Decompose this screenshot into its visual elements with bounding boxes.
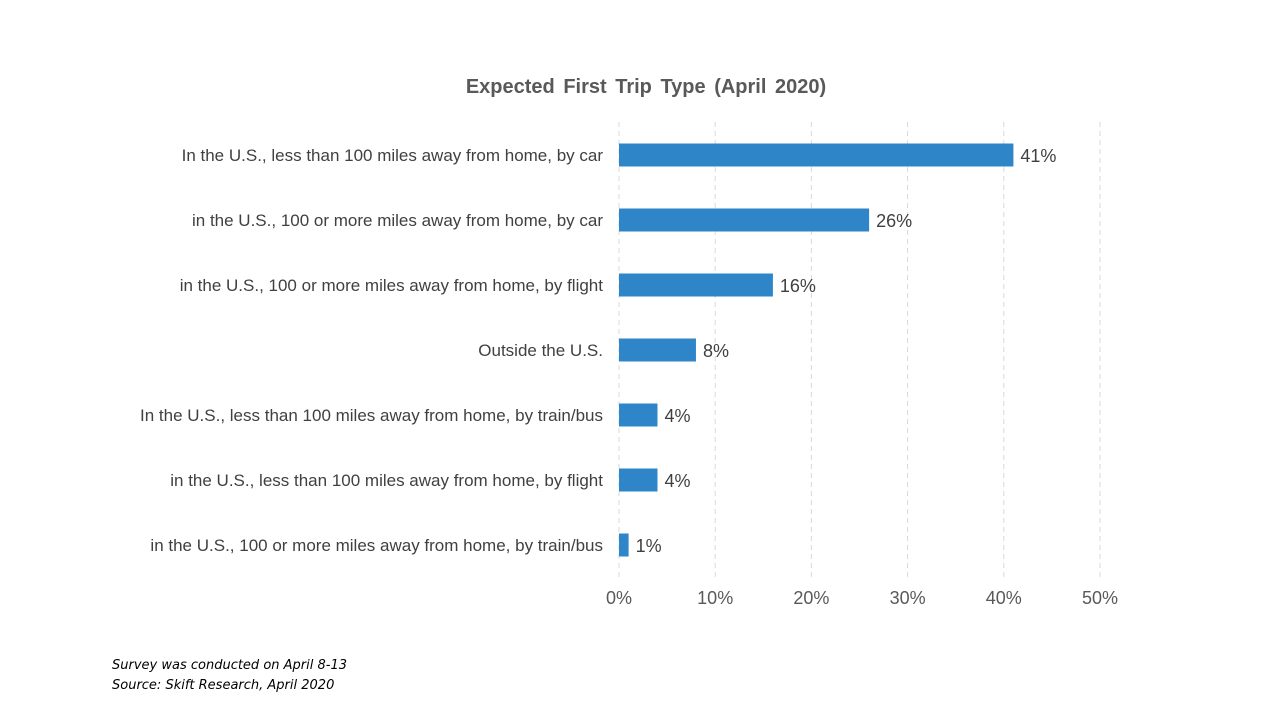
bar [619, 403, 658, 427]
category-labels: In the U.S., less than 100 miles away fr… [140, 146, 603, 555]
source-note: Source: Skift Research, April 2020 [112, 678, 335, 693]
x-axis-tick-labels: 0% 10% 20% 30% 40% 50% [606, 588, 1118, 608]
data-label: 41% [1020, 146, 1056, 166]
category-label: in the U.S., 100 or more miles away from… [150, 536, 603, 555]
x-tick-label: 20% [793, 588, 829, 608]
data-label: 4% [664, 471, 690, 491]
category-label: In the U.S., less than 100 miles away fr… [140, 406, 603, 425]
category-label: in the U.S., 100 or more miles away from… [180, 276, 604, 295]
x-tick-label: 50% [1082, 588, 1118, 608]
x-tick-label: 0% [606, 588, 632, 608]
data-labels: 41% 26% 16% 8% 4% 4% 1% [636, 146, 1057, 556]
data-label: 4% [664, 406, 690, 426]
data-label: 8% [703, 341, 729, 361]
bar [619, 468, 658, 492]
bar [619, 208, 870, 232]
bar [619, 143, 1014, 167]
bar [619, 338, 696, 362]
x-tick-label: 10% [697, 588, 733, 608]
x-tick-label: 40% [986, 588, 1022, 608]
data-label: 16% [780, 276, 816, 296]
category-label: In the U.S., less than 100 miles away fr… [182, 146, 604, 165]
data-label: 26% [876, 211, 912, 231]
bar [619, 533, 629, 557]
bars [619, 143, 1014, 557]
data-label: 1% [636, 536, 662, 556]
category-label: in the U.S., 100 or more miles away from… [192, 211, 603, 230]
category-label: Outside the U.S. [478, 341, 603, 360]
category-label: in the U.S., less than 100 miles away fr… [170, 471, 603, 490]
survey-note: Survey was conducted on April 8-13 [112, 658, 347, 673]
chart-title: Expected First Trip Type (April 2020) [465, 76, 827, 98]
x-tick-label: 30% [890, 588, 926, 608]
bar [619, 273, 773, 297]
